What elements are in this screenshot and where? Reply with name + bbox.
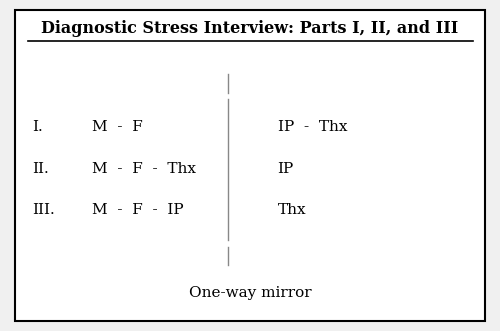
Text: M  -  F  -  Thx: M - F - Thx xyxy=(92,162,196,176)
Text: IP: IP xyxy=(278,162,294,176)
Text: M  -  F  -  IP: M - F - IP xyxy=(92,203,184,217)
Text: M  -  F: M - F xyxy=(92,120,144,134)
Text: Diagnostic Stress Interview: Parts I, II, and III: Diagnostic Stress Interview: Parts I, II… xyxy=(42,20,459,37)
Text: I.: I. xyxy=(32,120,44,134)
Text: IP  -  Thx: IP - Thx xyxy=(278,120,347,134)
Text: Thx: Thx xyxy=(278,203,306,217)
Text: II.: II. xyxy=(32,162,49,176)
Text: III.: III. xyxy=(32,203,55,217)
Text: One-way mirror: One-way mirror xyxy=(188,286,312,300)
